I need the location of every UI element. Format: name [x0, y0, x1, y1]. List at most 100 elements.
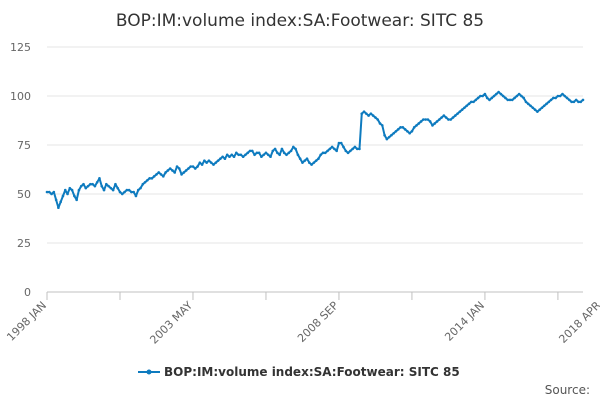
data-point[interactable]: [294, 147, 297, 151]
data-point[interactable]: [91, 182, 94, 186]
data-point[interactable]: [492, 94, 496, 98]
data-point[interactable]: [488, 98, 491, 102]
data-point[interactable]: [173, 171, 177, 174]
data-point[interactable]: [246, 151, 250, 155]
legend[interactable]: BOP:IM:volume index:SA:Footwear: SITC 85: [138, 365, 460, 379]
data-point[interactable]: [351, 147, 354, 151]
data-point[interactable]: [547, 100, 551, 104]
data-point[interactable]: [98, 177, 101, 180]
data-point[interactable]: [504, 96, 507, 100]
data-point[interactable]: [545, 102, 548, 106]
data-point[interactable]: [298, 157, 302, 161]
data-point[interactable]: [271, 149, 275, 153]
data-point[interactable]: [380, 124, 384, 127]
data-point[interactable]: [339, 141, 343, 145]
data-point[interactable]: [50, 192, 53, 196]
data-point[interactable]: [330, 145, 334, 149]
data-point[interactable]: [426, 118, 430, 121]
data-point[interactable]: [235, 151, 238, 155]
data-point[interactable]: [362, 110, 366, 113]
data-point[interactable]: [54, 198, 58, 202]
data-point[interactable]: [120, 192, 124, 196]
data-point[interactable]: [481, 94, 484, 98]
data-point[interactable]: [177, 167, 181, 170]
data-point[interactable]: [346, 151, 350, 155]
data-point[interactable]: [68, 186, 72, 190]
data-point[interactable]: [75, 198, 78, 202]
data-point[interactable]: [282, 151, 286, 155]
data-point[interactable]: [134, 194, 138, 198]
data-point[interactable]: [360, 112, 364, 115]
data-point[interactable]: [127, 188, 131, 192]
data-point[interactable]: [401, 126, 405, 129]
data-point[interactable]: [378, 122, 382, 125]
data-point[interactable]: [182, 171, 186, 174]
source-label[interactable]: Source:: [545, 383, 590, 397]
data-point[interactable]: [422, 118, 425, 121]
data-point[interactable]: [390, 133, 393, 137]
data-point[interactable]: [456, 112, 459, 115]
data-point[interactable]: [581, 98, 585, 102]
data-point[interactable]: [524, 100, 528, 104]
data-point[interactable]: [241, 155, 245, 159]
data-point[interactable]: [497, 90, 500, 94]
data-point[interactable]: [305, 157, 309, 161]
data-point[interactable]: [264, 151, 268, 155]
data-point[interactable]: [200, 163, 204, 166]
data-point[interactable]: [549, 98, 553, 102]
data-point[interactable]: [552, 96, 555, 100]
data-point[interactable]: [257, 151, 261, 155]
data-point[interactable]: [387, 135, 391, 139]
data-point[interactable]: [250, 149, 254, 153]
data-point[interactable]: [79, 184, 83, 188]
data-point[interactable]: [150, 177, 154, 180]
data-point[interactable]: [458, 110, 462, 113]
data-point[interactable]: [376, 118, 380, 121]
data-point[interactable]: [326, 149, 329, 153]
data-point[interactable]: [141, 182, 145, 186]
data-point[interactable]: [123, 190, 126, 194]
data-point[interactable]: [561, 92, 564, 96]
data-point[interactable]: [159, 173, 163, 176]
data-point[interactable]: [495, 92, 498, 96]
data-point[interactable]: [212, 163, 215, 166]
data-point[interactable]: [314, 159, 318, 162]
data-point[interactable]: [266, 153, 270, 157]
data-point[interactable]: [148, 177, 151, 180]
data-point[interactable]: [262, 153, 265, 157]
data-point[interactable]: [517, 92, 521, 96]
data-point[interactable]: [467, 102, 471, 106]
data-point[interactable]: [73, 194, 76, 198]
data-point[interactable]: [301, 161, 304, 164]
data-point[interactable]: [255, 151, 259, 155]
data-point[interactable]: [125, 188, 129, 192]
data-point[interactable]: [460, 108, 464, 112]
data-point[interactable]: [556, 94, 560, 98]
data-point[interactable]: [276, 151, 279, 155]
data-point[interactable]: [273, 147, 277, 151]
data-point[interactable]: [310, 163, 313, 166]
data-point[interactable]: [412, 126, 416, 129]
data-point[interactable]: [342, 145, 345, 149]
data-point[interactable]: [196, 165, 199, 168]
data-point[interactable]: [510, 98, 514, 102]
data-point[interactable]: [554, 96, 557, 100]
data-point[interactable]: [107, 184, 110, 188]
data-point[interactable]: [529, 104, 532, 108]
data-point[interactable]: [577, 100, 580, 104]
data-point[interactable]: [371, 114, 375, 117]
data-point[interactable]: [180, 173, 183, 176]
data-point[interactable]: [568, 98, 571, 102]
data-point[interactable]: [175, 165, 179, 168]
data-point[interactable]: [399, 126, 402, 129]
data-point[interactable]: [465, 104, 468, 108]
data-point[interactable]: [447, 118, 450, 121]
data-point[interactable]: [374, 116, 377, 119]
data-point[interactable]: [52, 190, 56, 194]
data-point[interactable]: [184, 169, 188, 172]
data-point[interactable]: [111, 188, 115, 192]
data-point[interactable]: [479, 94, 482, 98]
data-point[interactable]: [189, 165, 192, 168]
data-point[interactable]: [333, 147, 336, 151]
data-point[interactable]: [392, 131, 395, 135]
